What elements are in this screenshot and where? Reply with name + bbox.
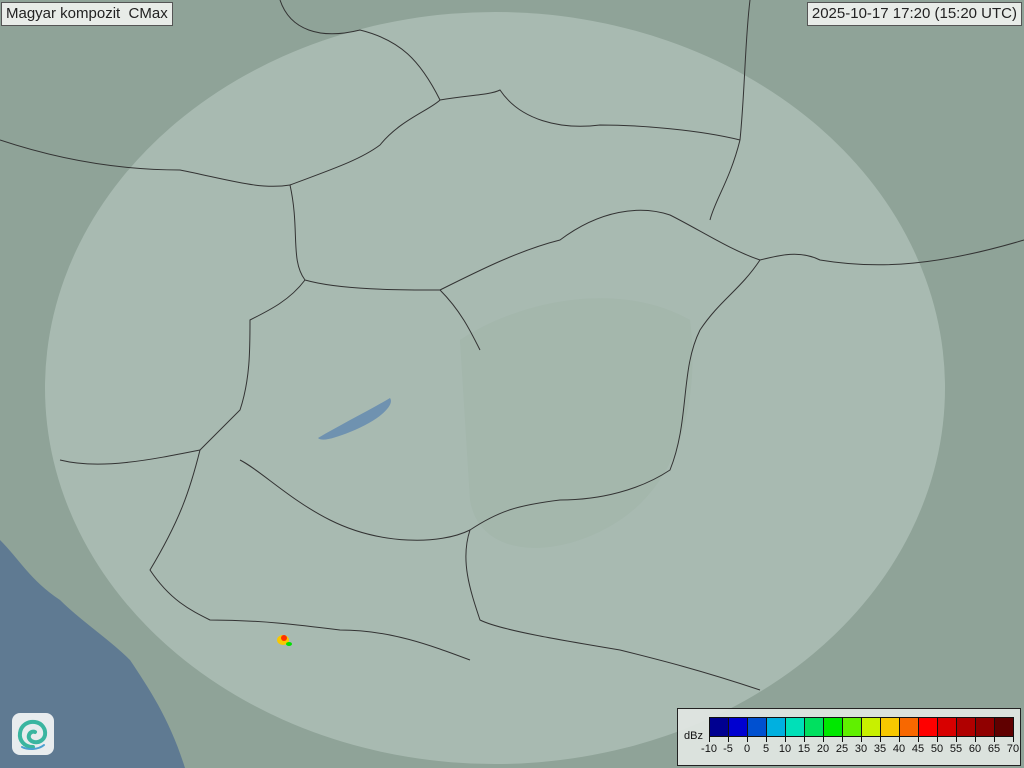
legend-ticks: -10 -5 0 5 10 15 20 25 30 35 40 45 50 55 60 65 70 (701, 737, 1019, 761)
radar-echo (277, 635, 292, 646)
legend-swatch (976, 718, 995, 736)
legend-swatches (709, 717, 1014, 737)
legend-tick-label: 5 (751, 737, 781, 756)
legend-swatch (957, 718, 976, 736)
legend-tick-label: 0 (732, 737, 762, 756)
adriatic-sea (0, 540, 185, 768)
legend-tick-label: 70 (998, 737, 1024, 756)
legend-swatch (881, 718, 900, 736)
legend-swatch (729, 718, 748, 736)
legend-swatch (824, 718, 843, 736)
legend-swatch (710, 718, 729, 736)
timestamp: 2025-10-17 17:20 (15:20 UTC) (806, 2, 1022, 26)
legend-swatch (938, 718, 957, 736)
legend-swatch (767, 718, 786, 736)
lake-balaton (318, 398, 391, 440)
product-title: Magyar kompozit CMax (1, 2, 173, 26)
legend-tick-label: -5 (713, 737, 743, 756)
country-borders (0, 0, 1024, 691)
legend-swatch (786, 718, 805, 736)
legend-swatch (995, 718, 1013, 736)
legend-swatch (900, 718, 919, 736)
legend-swatch (748, 718, 767, 736)
legend-swatch (919, 718, 938, 736)
legend-swatch (843, 718, 862, 736)
legend-swatch (805, 718, 824, 736)
dbz-color-legend: dBz -10 -5 0 5 10 15 20 25 30 35 40 45 50 55 60 65 70 (677, 708, 1021, 766)
great-plain-area (460, 298, 693, 548)
swirl-logo-icon (12, 713, 54, 755)
legend-swatch (862, 718, 881, 736)
